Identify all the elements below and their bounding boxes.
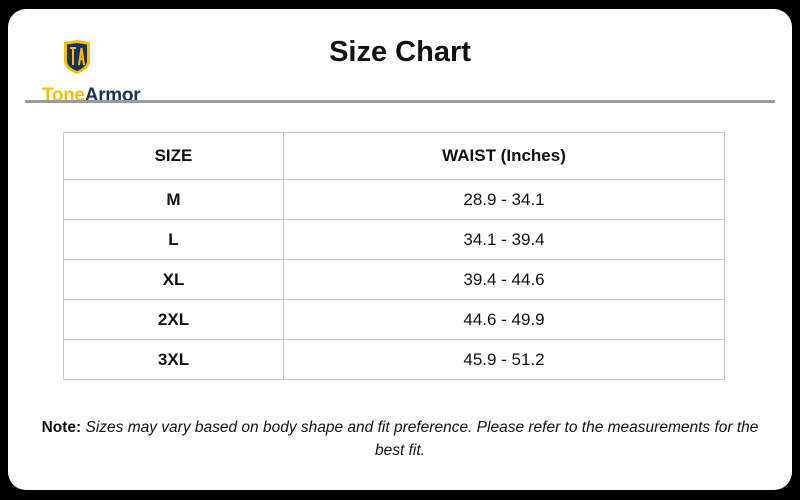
table-row: 3XL 45.9 - 51.2 — [63, 339, 725, 380]
table-row: 2XL 44.6 - 49.9 — [63, 299, 725, 340]
size-cell: L — [63, 219, 284, 260]
shield-logo-icon — [64, 40, 90, 74]
table-row: XL 39.4 - 44.6 — [63, 259, 725, 300]
waist-cell: 34.1 - 39.4 — [283, 219, 725, 260]
table-header-row: SIZE WAIST (Inches) — [63, 132, 725, 180]
waist-cell: 28.9 - 34.1 — [283, 179, 725, 220]
note-text: Sizes may vary based on body shape and f… — [85, 419, 759, 459]
page-title: Size Chart — [329, 36, 471, 68]
size-chart-card: ToneArmor Size Chart SIZE WAIST (Inches)… — [8, 9, 792, 490]
size-table: SIZE WAIST (Inches) M 28.9 - 34.1 L 34.1 - … — [63, 132, 725, 380]
waist-cell: 45.9 - 51.2 — [283, 339, 725, 380]
size-cell: XL — [63, 259, 284, 300]
table-row: M 28.9 - 34.1 — [63, 179, 725, 220]
header-divider — [25, 100, 775, 103]
size-cell: 2XL — [63, 299, 284, 340]
note-label: Note: — [41, 419, 82, 436]
column-header-waist: WAIST (Inches) — [283, 132, 725, 180]
size-cell: M — [63, 179, 284, 220]
column-header-size: SIZE — [63, 132, 284, 180]
table-row: L 34.1 - 39.4 — [63, 219, 725, 260]
brand-name: ToneArmor — [42, 85, 141, 107]
waist-cell: 39.4 - 44.6 — [283, 259, 725, 300]
size-cell: 3XL — [63, 339, 284, 380]
waist-cell: 44.6 - 49.9 — [283, 299, 725, 340]
note: Note: Sizes may vary based on body shape… — [28, 416, 772, 462]
